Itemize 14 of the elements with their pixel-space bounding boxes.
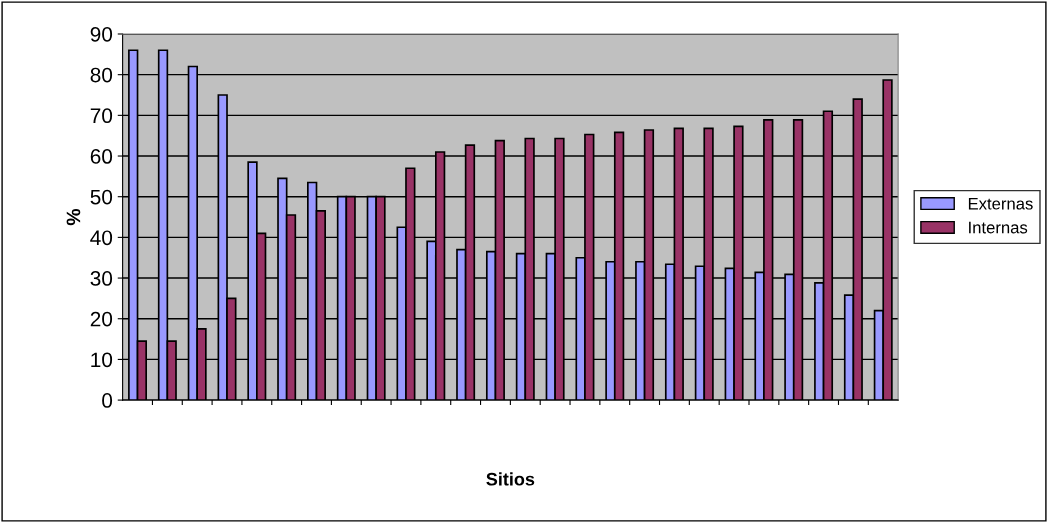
y-tick-label: 30 — [90, 271, 113, 286]
y-tick-label: 80 — [90, 67, 113, 83]
legend-label: Externas — [968, 197, 1033, 210]
y-tick-label: 50 — [90, 189, 113, 205]
y-tick-label: 20 — [90, 311, 113, 327]
legend-label: Internas — [969, 221, 1028, 234]
y-tick-label: 60 — [90, 149, 113, 164]
y-tick-label: 0 — [102, 393, 113, 408]
y-tick-label: 90 — [90, 27, 113, 42]
y-axis-title: % — [66, 208, 81, 226]
y-tick-label: 70 — [90, 108, 113, 124]
y-tick-label: 10 — [91, 352, 113, 368]
x-axis-title: Sitios — [486, 472, 535, 486]
y-tick-label: 40 — [90, 230, 113, 246]
